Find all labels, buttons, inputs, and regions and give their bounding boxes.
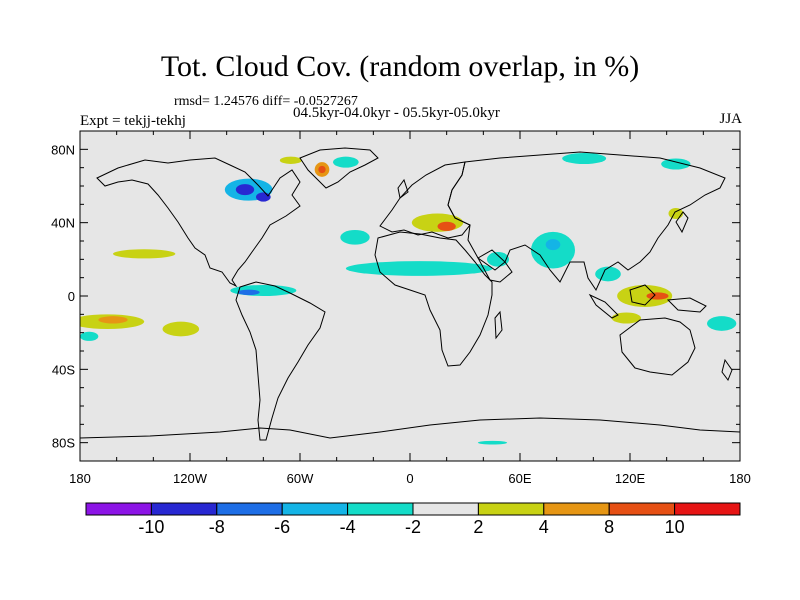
anomaly-central-america-core [237,289,260,296]
anomaly-pacific-south-east [162,321,200,337]
anomaly-pacific-south-west [80,331,99,341]
colorbar-label: -4 [339,517,356,537]
y-tick-label: 80N [51,142,75,157]
season-label: JJA [719,111,742,127]
x-tick-label: 180 [69,471,91,486]
coastline-japan [675,211,689,234]
coastline-north-america [96,157,301,288]
colorbar-box [412,502,479,516]
colorbar-label: -10 [138,517,165,537]
x-tick-label: 60W [287,471,314,486]
y-tick-label: 80S [52,436,75,451]
x-tick-label: 120E [615,471,646,486]
colorbar-box [216,502,283,516]
tick-labels: 180 120W 60W 0 60E 120E 180 80N 40N 0 40S 80S [51,142,751,486]
period-label: 04.5kyr-04.0kyr - 05.5kyr-05.0kyr [293,105,500,121]
x-tick-label: 180 [729,471,751,486]
colorbar-labels: -10 -8 -6 -4 -2 2 4 8 10 [0,517,800,541]
y-tick-label: 40S [52,362,75,377]
anomaly-atlantic-north [340,230,370,245]
colorbar-label: -6 [274,517,291,537]
anomaly-india-core [545,239,561,251]
anomaly-canada-hudson-core [235,184,255,196]
coastline-africa [374,231,493,367]
anomaly-australia-nw [611,312,641,324]
coastline-uk [397,178,409,199]
colorbar-label: -2 [404,517,422,537]
coastline-new-guinea [666,297,707,313]
chart-title: Tot. Cloud Cov. (random overlap, in %) [160,50,640,83]
colorbar-box [608,502,676,516]
colorbar-box [477,502,545,516]
colorbar [85,502,741,516]
anomaly-southern-ocean [477,440,508,445]
coastline-sumatra [588,293,619,319]
colorbar-label: 4 [538,517,549,537]
x-tick-label: 60E [508,471,531,486]
anomaly-maritime-continent [617,285,673,307]
colorbar-label: 8 [604,517,615,537]
colorbar-box [150,502,218,516]
stats-label: rmsd= 1.24576 diff= -0.0527267 [174,94,358,109]
x-tick-label: 0 [406,471,413,486]
anomaly-pacific-north [113,249,176,259]
anomaly-greenland-north [279,156,302,164]
anomaly-greenland-core [318,165,326,174]
y-tick-label: 40N [51,216,75,231]
anomaly-siberia [562,153,607,164]
colorbar-box [85,502,152,516]
coastline-antarctica [80,417,740,439]
coastline-new-zealand [721,358,733,382]
x-tick-label: 120W [173,471,208,486]
colorbar-box [543,502,610,516]
anomaly-australia-east [707,316,737,331]
anomaly-sahel [345,261,493,276]
coastline-borneo [629,284,656,306]
experiment-label: Expt = tekjj-tekhj [80,113,186,129]
colorbar-box [281,502,349,516]
coastline-south-america [235,281,326,441]
colorbar-label: -8 [208,517,225,537]
colorbar-label: 10 [664,517,685,537]
coastline-asia [447,151,726,292]
axis-ticks [79,131,741,461]
anomaly-maritime-continent-core [646,292,669,300]
anomaly-pacific-south-core [98,316,128,324]
coastline-australia [619,317,696,376]
anomaly-arctic-east [661,158,691,170]
coastline-madagascar [494,310,503,340]
anomaly-mediterranean-core [437,221,456,231]
anomaly-mediterranean [411,213,464,232]
y-tick-label: 0 [68,289,75,304]
anomaly-greenland-east [333,156,359,168]
colorbar-box [347,502,414,516]
coastline-arabia [477,249,513,283]
colorbar-label: 2 [473,517,484,537]
anomaly-indochina [595,266,621,282]
coastline-greenland [299,147,379,189]
colorbar-box [674,502,741,516]
anomaly-canada-east-core [256,192,271,202]
anomaly-layer [80,153,737,445]
coastline-layer [80,147,740,441]
